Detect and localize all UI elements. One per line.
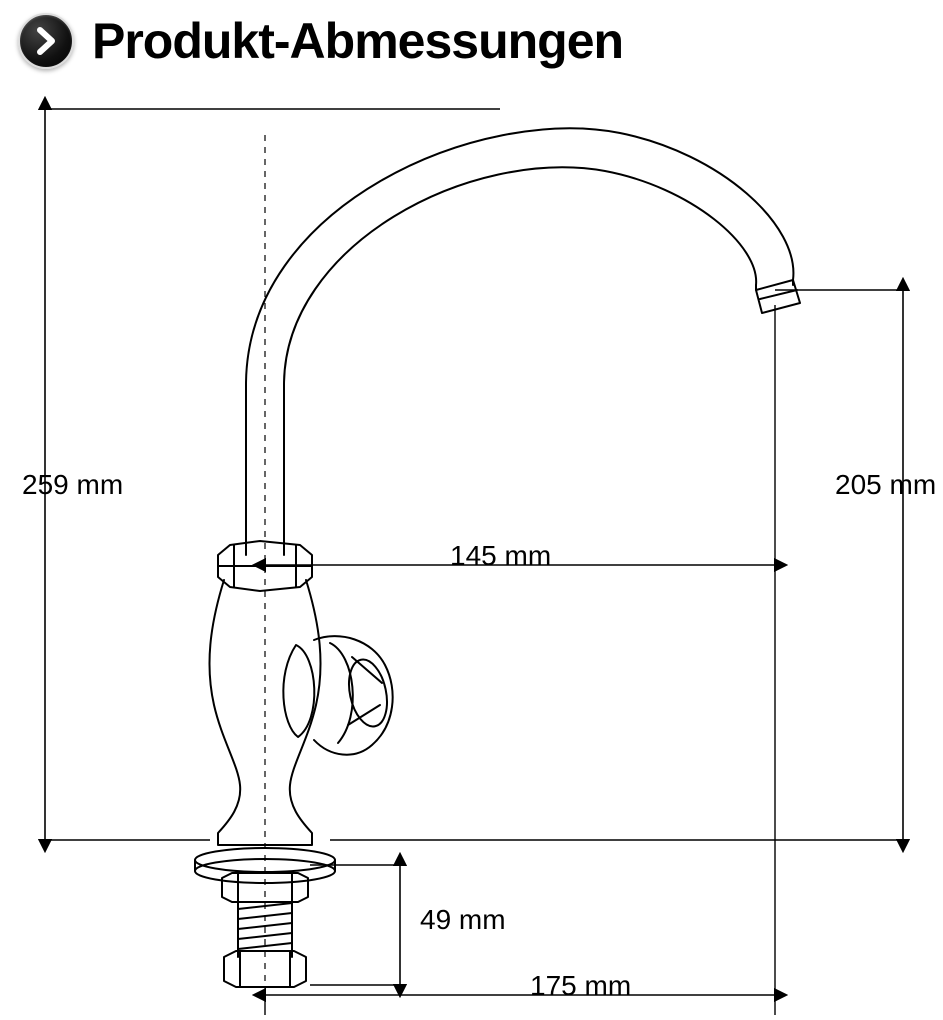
dimension-label-total_height: 259 mm xyxy=(22,469,123,501)
dimension-label-thread_len: 49 mm xyxy=(420,904,506,936)
page-title: Produkt-Abmessungen xyxy=(92,12,623,70)
chevron-right-icon xyxy=(18,13,74,69)
dimension-label-spout_reach: 145 mm xyxy=(450,540,551,572)
dimension-label-spout_height: 205 mm xyxy=(835,469,936,501)
dimension-label-overall_w: 175 mm xyxy=(530,970,631,1002)
page-header: Produkt-Abmessungen xyxy=(18,12,623,70)
dimension-diagram: 259 mm 205 mm 145 mm 49 mm 175 mm xyxy=(0,85,943,1015)
